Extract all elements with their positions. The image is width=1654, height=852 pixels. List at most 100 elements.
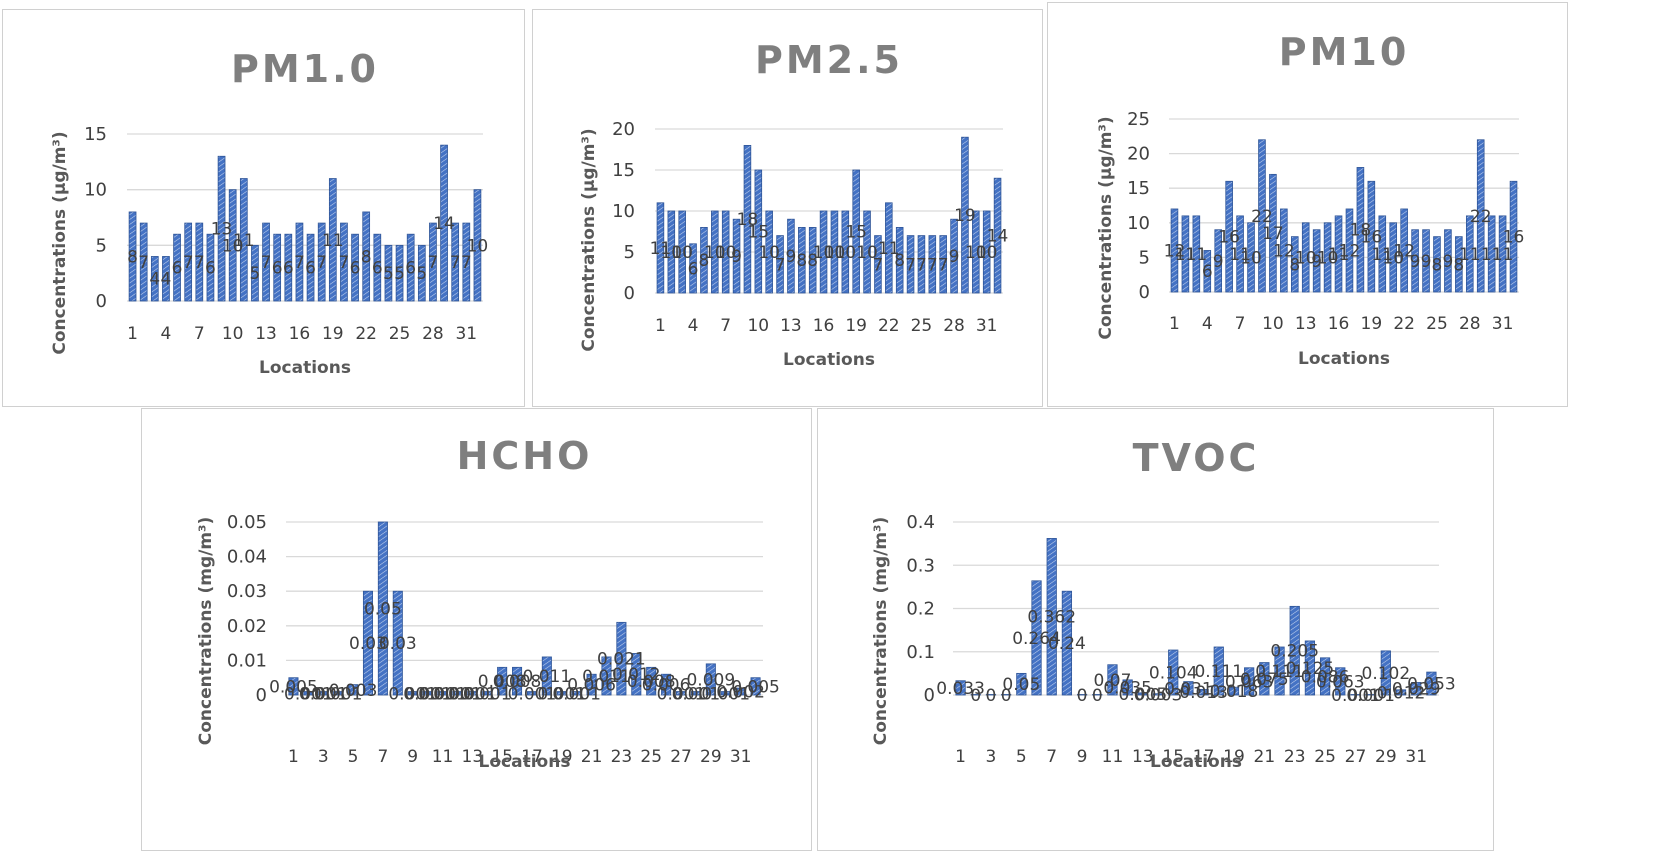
x-tick-label: 1 bbox=[655, 316, 666, 336]
x-tick-label: 31 bbox=[1405, 747, 1427, 767]
data-label: 10 bbox=[467, 236, 489, 256]
bar bbox=[1350, 694, 1361, 696]
bar bbox=[556, 691, 567, 696]
bar bbox=[306, 233, 315, 302]
x-axis-label: Locations bbox=[1298, 349, 1390, 369]
bar bbox=[184, 222, 193, 302]
data-label: 0.05 bbox=[1002, 675, 1040, 695]
bar bbox=[1001, 694, 1012, 696]
bar bbox=[1192, 215, 1201, 293]
bar bbox=[631, 653, 642, 696]
data-label: 0.005 bbox=[269, 677, 318, 697]
chart-panel-pm1: PM1.0 0 5 10 15 8 7 4 4 6 7 7 6 13 10 11 5 7 6 6 7 6 7 11 7 6 8 6 5 5… bbox=[2, 9, 525, 407]
bar bbox=[720, 691, 731, 696]
y-tick-label: 10 bbox=[84, 180, 107, 201]
x-tick-label: 4 bbox=[1202, 314, 1213, 334]
data-label: 7 bbox=[905, 255, 916, 275]
data-label: 6 bbox=[372, 259, 383, 279]
data-label: 0.001 bbox=[552, 684, 601, 704]
x-tick-label: 28 bbox=[943, 316, 965, 336]
bar bbox=[571, 691, 582, 696]
data-label: 0.104 bbox=[1149, 664, 1198, 684]
y-axis-label: Concentrations (mg/m³) bbox=[196, 517, 216, 746]
x-tick-label: 11 bbox=[432, 747, 454, 767]
data-label: 18 bbox=[1350, 221, 1372, 241]
data-label: 0.005 bbox=[731, 677, 780, 697]
data-label: 0.001 bbox=[463, 684, 512, 704]
data-label: 14 bbox=[987, 227, 1009, 247]
x-tick-label: 16 bbox=[813, 316, 835, 336]
data-label: 18 bbox=[737, 210, 759, 230]
bar bbox=[1465, 215, 1474, 293]
data-label: 9 bbox=[949, 247, 960, 267]
bar bbox=[1137, 692, 1148, 696]
bar bbox=[1319, 657, 1331, 696]
x-tick-label: 4 bbox=[688, 316, 699, 336]
bar bbox=[917, 235, 926, 294]
data-label: 10 bbox=[813, 243, 835, 263]
data-label: 0.001 bbox=[403, 684, 452, 704]
data-label: 22 bbox=[1470, 207, 1492, 227]
bar bbox=[732, 218, 741, 294]
x-tick-label: 7 bbox=[720, 316, 731, 336]
data-label: 0.111 bbox=[1255, 662, 1304, 682]
data-label: 12 bbox=[1273, 241, 1295, 261]
x-tick-label: 9 bbox=[1077, 747, 1088, 767]
x-tick-label: 15 bbox=[491, 747, 513, 767]
bar bbox=[195, 222, 204, 302]
bar bbox=[384, 244, 393, 302]
data-label: 0.001 bbox=[672, 684, 721, 704]
bar bbox=[1016, 672, 1027, 696]
bar bbox=[482, 691, 493, 696]
data-label: 0.033 bbox=[936, 679, 985, 699]
bar bbox=[1076, 694, 1088, 696]
x-tick-label: 22 bbox=[878, 316, 900, 336]
data-label: 9 bbox=[1442, 252, 1453, 272]
x-tick-label: 19 bbox=[1361, 314, 1383, 334]
bar bbox=[1214, 229, 1223, 293]
bar bbox=[406, 233, 415, 302]
bar bbox=[1395, 689, 1407, 696]
data-label: 7 bbox=[294, 253, 305, 273]
data-label: 11 bbox=[878, 239, 900, 259]
data-label: 7 bbox=[938, 255, 949, 275]
bar bbox=[473, 189, 482, 302]
bar bbox=[317, 222, 326, 302]
x-tick-label: 7 bbox=[377, 747, 388, 767]
data-label: 7 bbox=[873, 255, 884, 275]
data-label: 7 bbox=[194, 253, 205, 273]
data-label: 10 bbox=[758, 243, 780, 263]
bar bbox=[950, 218, 958, 294]
y-tick-label: 10 bbox=[612, 201, 635, 222]
bar bbox=[939, 235, 947, 294]
chart-title: TVOC bbox=[1133, 436, 1260, 480]
data-label: 0.075 bbox=[1240, 670, 1289, 690]
bar bbox=[1269, 173, 1277, 293]
x-tick-label: 25 bbox=[640, 747, 662, 767]
data-label: 7 bbox=[775, 255, 786, 275]
bar bbox=[1046, 538, 1057, 696]
data-label: 0.362 bbox=[1027, 608, 1076, 628]
bar bbox=[437, 691, 448, 696]
x-tick-label: 23 bbox=[611, 747, 633, 767]
x-tick-label: 19 bbox=[845, 316, 867, 336]
y-tick-label: 0.01 bbox=[227, 650, 267, 671]
data-label: 7 bbox=[261, 253, 272, 273]
bar bbox=[678, 210, 686, 294]
bar bbox=[1335, 667, 1346, 696]
y-tick-label: 15 bbox=[612, 160, 635, 181]
bar bbox=[1389, 222, 1398, 293]
bar bbox=[711, 210, 719, 294]
data-label: 0.013 bbox=[1179, 683, 1228, 703]
x-tick-label: 1 bbox=[955, 747, 966, 767]
data-label: 10 bbox=[1317, 248, 1339, 268]
x-tick-label: 31 bbox=[730, 747, 752, 767]
data-label: 0 bbox=[1001, 686, 1012, 706]
data-label: 7 bbox=[916, 255, 927, 275]
chart-title: PM2.5 bbox=[755, 38, 903, 82]
bar bbox=[1304, 640, 1316, 696]
chart-title: PM10 bbox=[1279, 30, 1410, 74]
bar bbox=[377, 521, 388, 696]
x-tick-label: 4 bbox=[161, 324, 172, 344]
